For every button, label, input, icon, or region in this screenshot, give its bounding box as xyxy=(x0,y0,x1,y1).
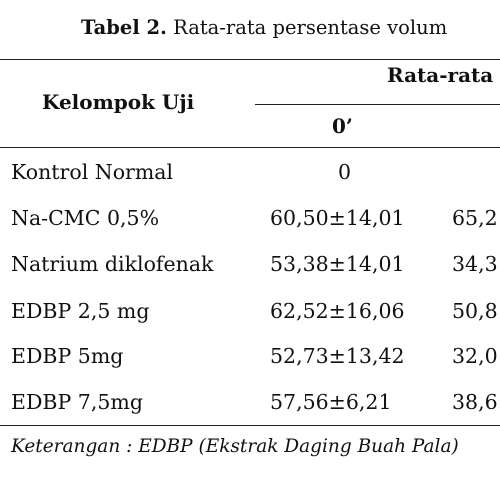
table-header-bottom-rule xyxy=(0,147,500,148)
table-caption-label: Tabel 2. xyxy=(81,16,167,39)
table-bottom-rule xyxy=(0,425,500,426)
row-value-0-cell: 53,38±14,01 xyxy=(270,252,405,276)
row-group-cell: Kontrol Normal xyxy=(11,160,174,184)
header-kelompok-uji: Kelompok Uji xyxy=(42,90,195,114)
row-value-0-cell: 60,50±14,01 xyxy=(270,206,405,230)
row-value-0-cell: 52,73±13,42 xyxy=(270,344,405,368)
table-caption: Tabel 2. Rata-rata persentase volum xyxy=(81,16,447,39)
header-time-0: 0’ xyxy=(332,114,353,138)
row-value-0-cell: 57,56±6,21 xyxy=(270,390,392,414)
row-group-cell: Na-CMC 0,5% xyxy=(11,206,160,230)
table-header-subrule xyxy=(255,104,500,105)
row-value-1-cell: 38,6 xyxy=(452,390,498,414)
row-value-1-cell: 32,0 xyxy=(452,344,498,368)
table-footnote: Keterangan : EDBP (Ekstrak Daging Buah P… xyxy=(11,436,459,457)
row-value-1-cell: 65,2 xyxy=(452,206,498,230)
row-value-1-cell: 34,3 xyxy=(452,252,498,276)
row-group-cell: EDBP 7,5mg xyxy=(11,390,143,414)
row-value-0-cell: 0 xyxy=(338,160,352,184)
header-rata-rata: Rata-rata xyxy=(387,63,494,87)
table-top-rule xyxy=(0,59,500,60)
row-value-1-cell: 50,8 xyxy=(452,299,498,323)
row-value-0-cell: 62,52±16,06 xyxy=(270,299,405,323)
row-group-cell: EDBP 2,5 mg xyxy=(11,299,150,323)
row-group-cell: Natrium diklofenak xyxy=(11,252,214,276)
row-group-cell: EDBP 5mg xyxy=(11,344,124,368)
table-caption-text: Rata-rata persentase volum xyxy=(173,16,448,39)
